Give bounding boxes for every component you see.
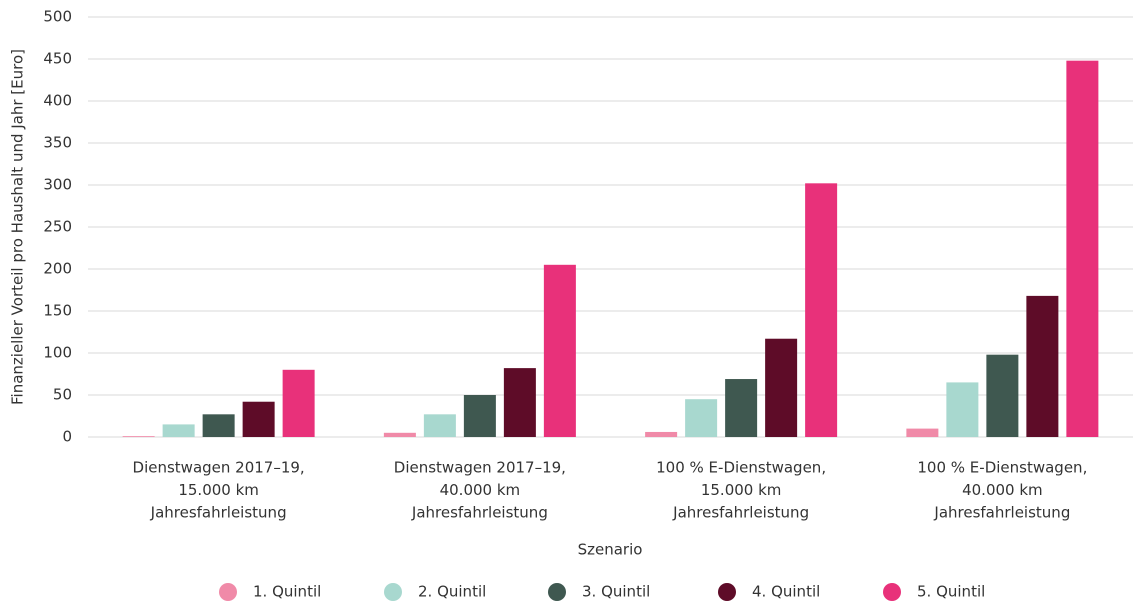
x-tick-label: 40.000 km: [962, 481, 1043, 499]
x-tick-label: Jahresfahrleistung: [933, 504, 1070, 522]
y-tick-label: 300: [43, 176, 72, 194]
y-tick-label: 450: [43, 50, 72, 68]
x-tick-label: Jahresfahrleistung: [411, 504, 548, 522]
y-tick-label: 400: [43, 92, 72, 110]
bar: [946, 382, 979, 437]
x-tick-label: 15.000 km: [178, 481, 259, 499]
bar: [242, 401, 275, 437]
bar: [383, 432, 416, 437]
bar: [645, 431, 678, 437]
x-tick-label: 100 % E-Dienstwagen,: [656, 459, 826, 477]
bar: [725, 379, 758, 437]
bar: [1066, 60, 1099, 438]
y-tick-label: 0: [62, 428, 72, 446]
y-tick-label: 350: [43, 134, 72, 152]
x-tick-label: 100 % E-Dienstwagen,: [917, 459, 1087, 477]
y-tick-label: 500: [43, 8, 72, 26]
x-tick-label: 40.000 km: [440, 481, 521, 499]
x-tick-label: Dienstwagen 2017–19,: [394, 459, 566, 477]
x-tick-label: Jahresfahrleistung: [150, 504, 287, 522]
bar: [463, 395, 496, 437]
legend-marker: [718, 583, 736, 601]
bar: [543, 264, 576, 437]
y-tick-label: 200: [43, 260, 72, 278]
y-axis-title: Finanzieller Vorteil pro Haushalt und Ja…: [9, 49, 27, 405]
bar: [122, 436, 155, 437]
bar: [162, 424, 195, 437]
bar: [906, 428, 939, 437]
legend-label: 4. Quintil: [752, 583, 820, 601]
x-axis-title: Szenario: [578, 541, 643, 559]
y-tick-label: 100: [43, 344, 72, 362]
y-tick-label: 50: [53, 386, 72, 404]
bar: [503, 368, 536, 437]
legend-label: 5. Quintil: [917, 583, 985, 601]
bar: [805, 183, 838, 437]
bar: [685, 399, 718, 437]
bar: [423, 414, 456, 437]
y-tick-label: 250: [43, 218, 72, 236]
bar: [986, 354, 1019, 437]
legend-label: 1. Quintil: [253, 583, 321, 601]
legend-marker: [548, 583, 566, 601]
legend-marker: [883, 583, 901, 601]
legend-marker: [384, 583, 402, 601]
x-tick-label: Dienstwagen 2017–19,: [133, 459, 305, 477]
y-tick-label: 150: [43, 302, 72, 320]
legend-label: 2. Quintil: [418, 583, 486, 601]
bar: [765, 338, 798, 437]
legend-marker: [219, 583, 237, 601]
bar: [282, 369, 315, 437]
bar: [202, 414, 235, 437]
bar: [1026, 295, 1059, 437]
x-tick-label: Jahresfahrleistung: [672, 504, 809, 522]
legend-label: 3. Quintil: [582, 583, 650, 601]
x-tick-label: 15.000 km: [701, 481, 782, 499]
